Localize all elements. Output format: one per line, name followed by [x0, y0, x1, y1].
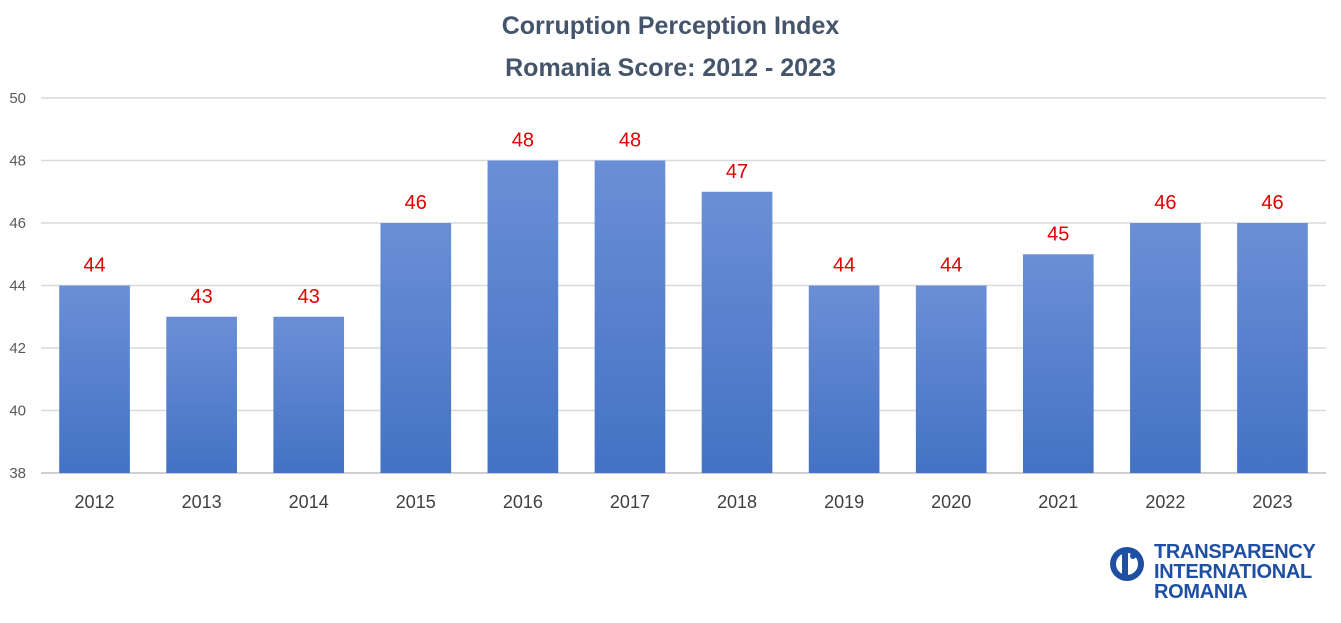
ti-emblem-icon: [1110, 547, 1144, 581]
x-tick-label-2017: 2017: [610, 492, 650, 512]
gridlines: [41, 97, 1326, 474]
labels: 38 40 42 44 46 48 50 44 2012 43 2013 43 2014 46 2015 48…: [9, 90, 1292, 512]
x-tick-label-2022: 2022: [1145, 492, 1185, 512]
bar-2017: [594, 160, 666, 473]
bar-2019: [808, 285, 880, 473]
logo-line-2: INTERNATIONAL: [1154, 561, 1312, 583]
x-tick-label-2018: 2018: [717, 492, 757, 512]
y-tick-label: 44: [9, 278, 26, 295]
data-label-2022: 46: [1154, 192, 1176, 214]
data-label-2013: 43: [191, 286, 213, 308]
bars: [59, 160, 1308, 473]
y-tick-label: 42: [9, 340, 26, 357]
bar-2018: [701, 191, 773, 473]
data-label-2014: 43: [298, 286, 320, 308]
logo-line-1: TRANSPARENCY: [1154, 541, 1316, 563]
x-tick-label-2021: 2021: [1038, 492, 1078, 512]
x-tick-label-2019: 2019: [824, 492, 864, 512]
x-tick-label-2016: 2016: [503, 492, 543, 512]
y-tick-label: 48: [9, 153, 26, 170]
y-tick-label: 46: [9, 215, 26, 232]
x-tick-label-2023: 2023: [1252, 492, 1292, 512]
data-label-2018: 47: [726, 161, 748, 183]
data-label-2016: 48: [512, 130, 534, 152]
bar-2020: [915, 285, 987, 473]
y-tick-label: 50: [9, 90, 26, 107]
x-tick-label-2020: 2020: [931, 492, 971, 512]
data-label-2012: 44: [83, 255, 105, 277]
x-tick-label-2012: 2012: [75, 492, 115, 512]
data-label-2021: 45: [1047, 223, 1069, 245]
data-label-2017: 48: [619, 130, 641, 152]
data-label-2015: 46: [405, 192, 427, 214]
data-label-2019: 44: [833, 255, 855, 277]
bar-2021: [1022, 254, 1094, 473]
x-tick-label-2015: 2015: [396, 492, 436, 512]
chart-subtitle: Romania Score: 2012 - 2023: [505, 54, 836, 82]
bar-2016: [487, 160, 559, 473]
bar-2012: [59, 285, 130, 473]
data-label-2023: 46: [1261, 192, 1283, 214]
data-label-2020: 44: [940, 255, 962, 277]
y-tick-label: 40: [9, 403, 26, 420]
bar-2013: [166, 316, 237, 473]
bar-2022: [1130, 223, 1201, 473]
chart-title: Corruption Perception Index: [501, 12, 840, 40]
bar-2015: [380, 223, 452, 473]
x-tick-label-2013: 2013: [182, 492, 222, 512]
x-tick-label-2014: 2014: [289, 492, 329, 512]
bar-2014: [273, 316, 345, 473]
bar-2023: [1237, 223, 1308, 473]
logo-line-3: ROMANIA: [1154, 581, 1248, 603]
y-tick-label: 38: [9, 465, 26, 482]
transparency-international-logo: TRANSPARENCY INTERNATIONAL ROMANIA: [1108, 540, 1328, 610]
